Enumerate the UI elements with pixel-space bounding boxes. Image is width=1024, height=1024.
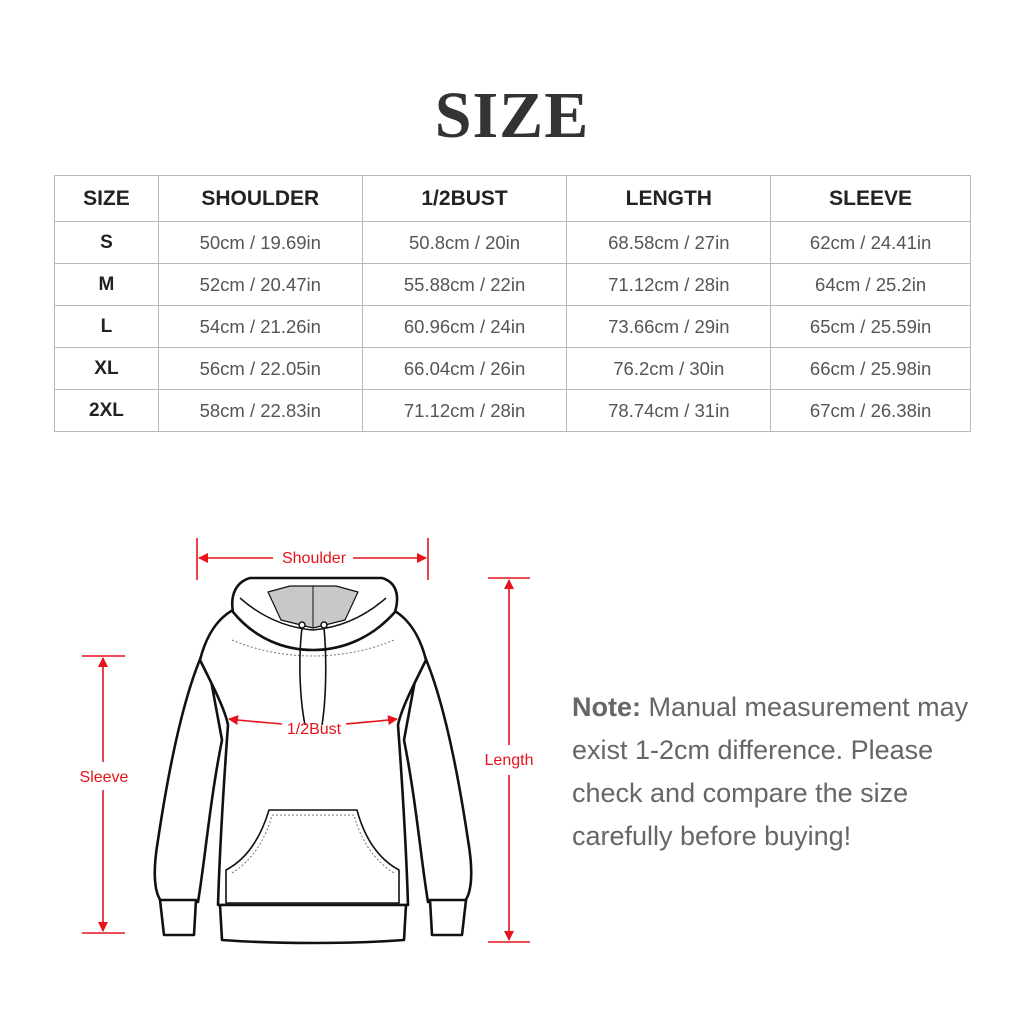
sleeve-label: Sleeve xyxy=(80,769,129,786)
header-size: SIZE xyxy=(54,175,159,222)
measurement-cell: 67cm / 26.38in xyxy=(770,389,971,432)
bust-arrow-left xyxy=(228,715,283,726)
measurement-cell: 55.88cm / 22in xyxy=(361,263,568,306)
measurement-cell: 50cm / 19.69in xyxy=(157,221,363,264)
measurement-cell: 58cm / 22.83in xyxy=(157,389,363,432)
right-cuff xyxy=(428,898,468,937)
measurement-cell: 66cm / 25.98in xyxy=(770,347,971,390)
size-cell: M xyxy=(54,263,159,306)
header-bust: 1/2BUST xyxy=(361,175,568,222)
header-shoulder: SHOULDER xyxy=(157,175,363,222)
measurement-cell: 71.12cm / 28in xyxy=(361,389,568,432)
hoodie-illustration xyxy=(153,576,473,945)
size-cell: S xyxy=(54,221,159,264)
note-label: Note: xyxy=(572,692,641,722)
shoulder-label: Shoulder xyxy=(282,550,347,567)
size-cell: 2XL xyxy=(54,389,159,432)
size-cell: L xyxy=(54,305,159,348)
kangaroo-pocket xyxy=(225,809,400,904)
right-sleeve xyxy=(402,646,473,904)
table-row: M 52cm / 20.47in 55.88cm / 22in 71.12cm / 2… xyxy=(54,263,971,306)
measurement-cell: 65cm / 25.59in xyxy=(770,305,971,348)
measurement-cell: 54cm / 21.26in xyxy=(157,305,363,348)
measurement-cell: 64cm / 25.2in xyxy=(770,263,971,306)
table-row: L 54cm / 21.26in 60.96cm / 24in 73.66cm / 2… xyxy=(54,305,971,348)
note-text: Manual measurement may exist 1-2cm diffe… xyxy=(572,692,969,851)
table-row: XL 56cm / 22.05in 66.04cm / 26in 76.2cm / 3… xyxy=(54,347,971,390)
table-row: 2XL 58cm / 22.83in 71.12cm / 28in 78.74cm /… xyxy=(54,389,971,432)
page-title: SIZE xyxy=(434,79,590,152)
length-label: Length xyxy=(485,752,534,769)
left-cuff xyxy=(158,898,198,937)
measurement-cell: 68.58cm / 27in xyxy=(566,221,772,264)
hem-band xyxy=(218,903,408,945)
measurement-annotations xyxy=(82,538,530,943)
measurement-cell: 71.12cm / 28in xyxy=(566,263,772,306)
measurement-cell: 56cm / 22.05in xyxy=(157,347,363,390)
size-table: SIZE SHOULDER 1/2BUST LENGTH SLEEVE S 50c… xyxy=(54,175,971,432)
bust-label: 1/2Bust xyxy=(287,721,342,738)
measurement-cell: 78.74cm / 31in xyxy=(566,389,772,432)
measurement-note: Note: Manual measurement may exist 1-2cm… xyxy=(572,686,992,858)
table-row: S 50cm / 19.69in 50.8cm / 20in 68.58cm / 27… xyxy=(54,221,971,264)
header-sleeve: SLEEVE xyxy=(770,175,971,222)
measurement-cell: 62cm / 24.41in xyxy=(770,221,971,264)
measurement-cell: 52cm / 20.47in xyxy=(157,263,363,306)
left-sleeve xyxy=(153,646,224,904)
bust-arrow-right xyxy=(345,715,398,726)
table-header-row: SIZE SHOULDER 1/2BUST LENGTH SLEEVE xyxy=(54,175,971,222)
measurement-cell: 73.66cm / 29in xyxy=(566,305,772,348)
body xyxy=(198,608,428,907)
